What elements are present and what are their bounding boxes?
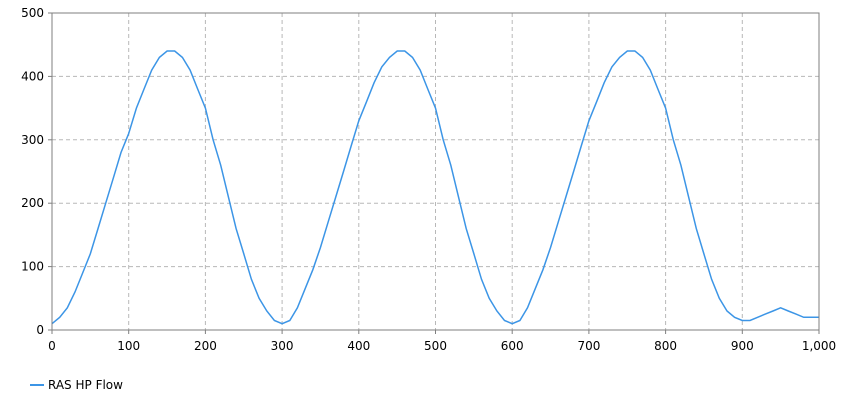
legend-swatch [30, 384, 44, 386]
x-tick-label: 200 [194, 339, 217, 353]
series-layer [51, 50, 819, 325]
x-tick-label: 0 [48, 339, 56, 353]
y-tick-label: 300 [21, 133, 44, 147]
y-tick-label: 500 [21, 6, 44, 20]
tick-labels: 0 100 200 300 400 500 600 700 800 900 1,000 0 100 200… [21, 6, 836, 353]
legend[interactable]: RAS HP Flow [30, 378, 123, 392]
y-tick-label: 200 [21, 196, 44, 210]
y-tick-label: 0 [36, 323, 44, 337]
grid [52, 13, 819, 330]
y-tick-label: 400 [21, 69, 44, 83]
x-tick-label: 300 [271, 339, 294, 353]
x-tick-label: 800 [654, 339, 677, 353]
x-tick-label: 600 [501, 339, 524, 353]
series-line [51, 50, 819, 325]
x-tick-label: 1,000 [802, 339, 836, 353]
y-tick-label: 100 [21, 260, 44, 274]
x-tick-label: 700 [577, 339, 600, 353]
legend-label: RAS HP Flow [48, 378, 123, 392]
x-tick-label: 900 [731, 339, 754, 353]
x-tick-label: 400 [347, 339, 370, 353]
x-tick-label: 100 [117, 339, 140, 353]
x-tick-label: 500 [424, 339, 447, 353]
